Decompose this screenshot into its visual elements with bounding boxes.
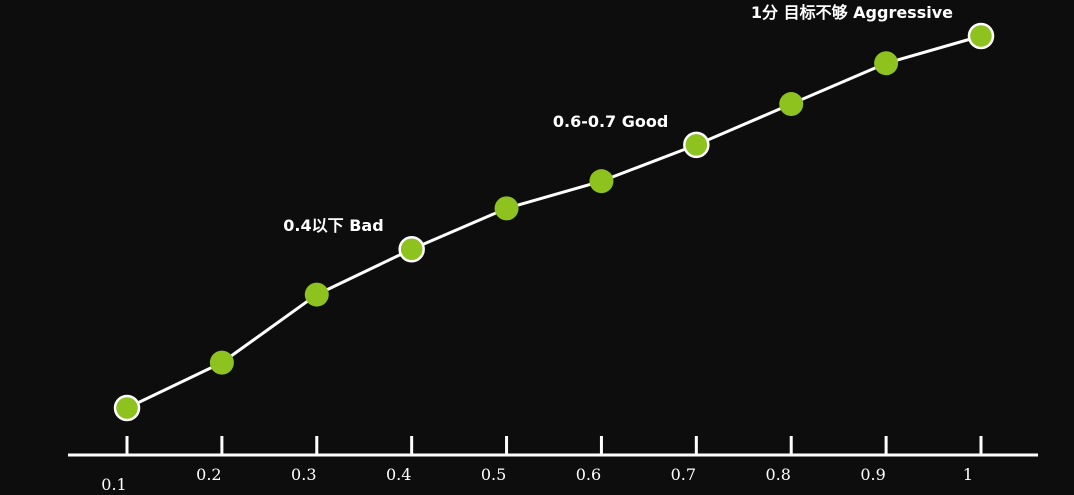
- x-tick-label: 0.3: [291, 465, 316, 484]
- series-line-layer: [126, 34, 982, 410]
- x-tick-label: 0.7: [671, 465, 696, 484]
- x-tick-label: 0.5: [481, 465, 506, 484]
- data-point: [589, 169, 614, 194]
- annotation-label: 0.4以下 Bad: [283, 216, 383, 235]
- annotation-label: 0.6-0.7 Good: [553, 112, 668, 131]
- highlighted-data-point: [398, 235, 425, 263]
- x-tick-label: 0.8: [765, 465, 790, 484]
- x-tick-label: 0.4: [386, 465, 411, 484]
- x-tick-label: 0.2: [196, 465, 221, 484]
- annotations: 0.4以下 Bad 0.6-0.7 Good 1分 目标不够 Aggressive: [283, 3, 953, 235]
- data-point: [304, 282, 329, 307]
- x-tick-label: 0.1: [101, 475, 126, 494]
- highlighted-data-point: [967, 22, 995, 50]
- annotation-label: 1分 目标不够 Aggressive: [751, 3, 953, 22]
- highlighted-data-point: [683, 131, 710, 159]
- data-points: [113, 22, 995, 422]
- series-line: [126, 34, 982, 410]
- data-point: [874, 51, 899, 76]
- data-point: [209, 350, 234, 375]
- data-point: [779, 92, 804, 117]
- x-tick-label: 0.9: [860, 465, 885, 484]
- x-tick-label: 1: [963, 465, 973, 484]
- data-point: [494, 196, 519, 221]
- x-tick-label: 0.6: [576, 465, 601, 484]
- highlighted-data-point: [113, 394, 141, 422]
- x-axis: 0.1 0.2 0.3 0.4 0.5 0.6 0.7 0.8 0.9 1: [68, 436, 1038, 494]
